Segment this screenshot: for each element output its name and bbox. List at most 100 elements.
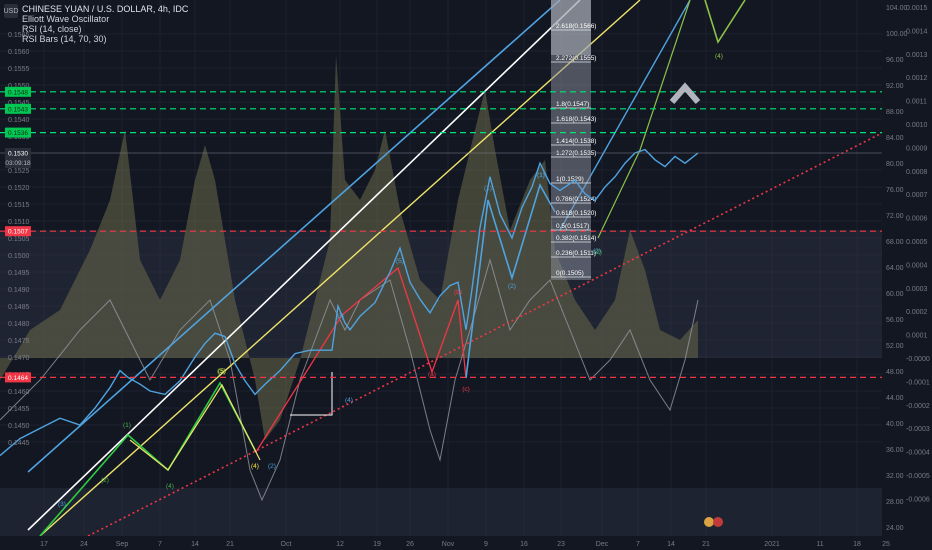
fib-level-label: 0.786(0.1524)	[556, 196, 596, 203]
rsi-tick: 36.00	[886, 447, 904, 454]
time-tick: 21	[702, 541, 710, 548]
ewo-axis: 0.0015 0.0014 0.0013 0.0012 0.0011 0.0010 0.00…	[906, 5, 930, 503]
rsi-tick: 84.00	[886, 135, 904, 142]
event-markers	[704, 517, 723, 527]
price-tick: 0.1460	[8, 389, 30, 396]
wave-label: (3)	[217, 368, 225, 375]
price-tick: 0.1485	[8, 304, 30, 311]
time-tick: 14	[667, 541, 675, 548]
fib-extension: 2.618(0.1566) 2.272(0.1555) 1.8(0.1547) 1.6…	[551, 0, 596, 280]
price-tags: 0.1548 0.1543 0.1536 0.1507 0.1464 0.1530 03:0…	[5, 86, 31, 383]
time-tick: 16	[520, 541, 528, 548]
price-tick: 0.1510	[8, 219, 30, 226]
fib-box-top	[551, 0, 591, 55]
rsi-tick: 80.00	[886, 161, 904, 168]
price-tick: 0.1450	[8, 423, 30, 430]
indicator-rsi-bars[interactable]: RSI Bars (14, 70, 30)	[22, 34, 107, 44]
rsi-line	[0, 258, 699, 502]
rsi-tick: 104.00	[886, 5, 908, 12]
time-tick: 25	[882, 541, 890, 548]
ewo-tick: 0.0005	[906, 239, 928, 246]
time-tick: 21	[226, 541, 234, 548]
currency-badge[interactable]: USD	[4, 4, 18, 18]
wave-label: (a)	[428, 371, 436, 378]
price-series	[0, 148, 882, 457]
ewo-tick: -0.0000	[906, 356, 930, 363]
time-axis: 17 24 Sep 7 14 21 Oct 12 19 26 Nov 9 16 23 Dec 7 14 21 202…	[40, 541, 890, 548]
rsi-tick: 56.00	[886, 317, 904, 324]
red-level-tag: 0.1464	[8, 375, 28, 382]
rsi-tick: 32.00	[886, 473, 904, 480]
indicator-rsi[interactable]: RSI (14, close)	[22, 24, 82, 34]
price-tick: 0.1555	[8, 66, 30, 73]
price-tick: 0.1490	[8, 287, 30, 294]
wave-red	[255, 266, 467, 453]
green-level-tag-bg	[5, 103, 31, 114]
wave-label: (3)	[58, 501, 66, 508]
ewo-tick: 0.0015	[906, 5, 928, 12]
ewo-tick: -0.0002	[906, 403, 930, 410]
wave-label: (3)	[336, 313, 344, 320]
wave-label: (4)	[251, 463, 259, 470]
rsi-tick: 64.00	[886, 265, 904, 272]
fib-level-label: 1.414(0.1538)	[556, 138, 596, 145]
wave-yellow	[129, 383, 261, 471]
price-tick: 0.1480	[8, 321, 30, 328]
indicator-ewo[interactable]: Elliott Wave Oscillator	[22, 14, 110, 24]
rsi-tick: 88.00	[886, 109, 904, 116]
oscillator-layer	[0, 55, 699, 502]
rsi-tick: 72.00	[886, 213, 904, 220]
wave-label: (1)	[123, 422, 131, 429]
price-tick: 0.1515	[8, 202, 30, 209]
ewo-tick: -0.0005	[906, 473, 930, 480]
time-tick: 12	[336, 541, 344, 548]
measure-box	[290, 372, 333, 416]
rsi-tick: 44.00	[886, 395, 904, 402]
fib-level-label: 1(0.1529)	[556, 176, 584, 183]
bar-countdown: 03:09:18	[5, 160, 31, 167]
time-axis-panel[interactable]	[0, 536, 882, 550]
horizontal-levels	[0, 91, 882, 378]
price-tick: 0.1565	[8, 32, 30, 39]
wave-label: (1)	[537, 172, 545, 179]
fib-level-label: 0.5(0.1517)	[556, 223, 589, 230]
wave-label: (2)	[594, 249, 602, 256]
support-line-dotted	[87, 132, 882, 536]
ewo-tick: 0.0011	[906, 99, 927, 106]
rsi-tick: 40.00	[886, 421, 904, 428]
green-level-tag-bg	[5, 86, 31, 97]
ewo-tick: 0.0006	[906, 216, 928, 223]
chevron-up-icon	[669, 82, 701, 104]
ewo-tick: 0.0001	[906, 333, 928, 340]
fib-level-label: 2.618(0.1566)	[556, 23, 596, 30]
right-axis-panel[interactable]	[882, 0, 932, 550]
rsi-tick: 76.00	[886, 187, 904, 194]
rsi-tick: 60.00	[886, 291, 904, 298]
wave-blue	[465, 182, 556, 379]
price-tick: 0.1520	[8, 185, 30, 192]
red-level-tag-bg	[5, 372, 31, 383]
red-level-tag: 0.1507	[8, 229, 28, 236]
rsi-axis: 104.00 100.00 96.00 92.00 88.00 84.00 80.00 76.…	[886, 5, 908, 532]
time-tick: 14	[191, 541, 199, 548]
rsi-tick: 24.00	[886, 525, 904, 532]
wave-label: (5)	[218, 368, 226, 375]
fib-level-label: 0(0.1505)	[556, 270, 584, 277]
wave-label: (4)	[715, 53, 723, 60]
ewo-tick: 0.0013	[906, 52, 928, 59]
time-tick: 9	[484, 541, 488, 548]
ewo-tick: 0.0008	[906, 169, 928, 176]
wave-label: (2)	[508, 283, 516, 290]
price-tick: 0.1500	[8, 253, 30, 260]
symbol-title[interactable]: CHINESE YUAN / U.S. DOLLAR, 4h, IDC	[22, 4, 189, 14]
rsi-low-band	[0, 488, 882, 536]
trend-lines	[27, 0, 882, 536]
wave-label: (4)	[345, 397, 353, 404]
time-tick: 26	[406, 541, 414, 548]
wave-label: (1)	[537, 172, 545, 179]
wave-label: (c)	[462, 386, 470, 393]
projection-wave-4	[704, 0, 746, 44]
ewo-tick: 0.0002	[906, 309, 928, 316]
fib-level-label: 1.618(0.1543)	[556, 116, 596, 123]
